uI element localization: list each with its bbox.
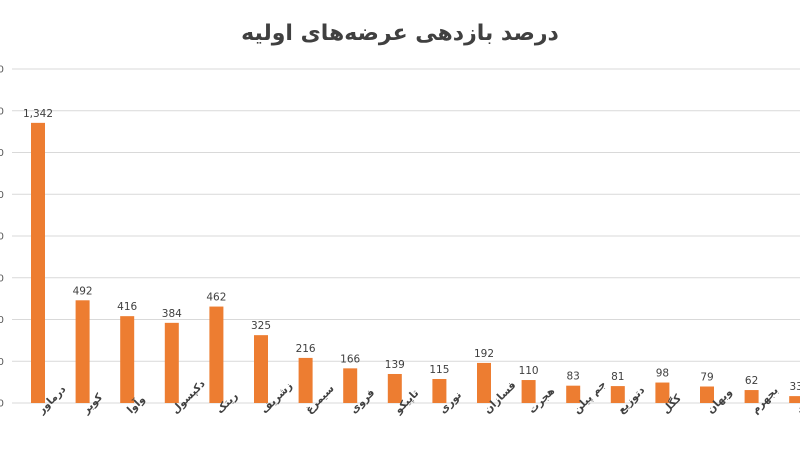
data-label: 416: [117, 301, 137, 313]
bar: [744, 390, 759, 403]
bar: [655, 382, 670, 403]
bar: [610, 386, 625, 403]
category-labels: درماور کویر وآوا دکپسول ریتک زشریف سیمرغ فروی تا…: [35, 377, 800, 416]
data-label: 325: [251, 320, 271, 332]
data-label: 62: [745, 375, 758, 387]
bar: [254, 335, 268, 403]
bar: [209, 306, 224, 403]
bar: [700, 386, 714, 403]
y-tick-label: 600: [0, 273, 4, 284]
y-tick-label: 400: [0, 315, 4, 326]
data-label: 115: [429, 364, 449, 376]
data-label: 492: [73, 285, 93, 297]
data-label: 192: [474, 348, 494, 360]
bars: [31, 122, 800, 404]
data-label: 110: [519, 365, 539, 377]
data-label: 98: [656, 368, 669, 380]
data-label: 166: [340, 353, 360, 365]
y-tick-label: 1000: [0, 190, 4, 201]
y-tick-label: 1600: [0, 65, 4, 76]
bar: [387, 373, 402, 403]
data-label: 81: [611, 371, 624, 383]
y-tick-label: 1200: [0, 148, 4, 159]
data-label: 79: [700, 372, 713, 384]
data-label: 1,342: [23, 108, 53, 120]
y-axis-ticks: 0 200 400 600 800 1000 1200 1400 1600: [0, 65, 4, 410]
bar: [521, 380, 536, 403]
chart-title: درصد بازدهی عرضه‌های اولیه: [241, 21, 559, 46]
gridlines: [12, 68, 800, 404]
data-label: 216: [296, 343, 316, 355]
bar: [298, 357, 313, 403]
data-label: 139: [385, 359, 405, 371]
y-tick-label: 200: [0, 357, 4, 368]
y-tick-label: 1400: [0, 106, 4, 117]
bar: [343, 368, 358, 403]
y-tick-label: 0: [0, 399, 4, 410]
bar: [75, 300, 90, 403]
bar: [566, 385, 581, 403]
bar: [120, 316, 135, 403]
data-labels: 1,342 492 416 384 462 325 216 166 139 115 192 110 83…: [23, 108, 800, 393]
bar: [477, 362, 491, 403]
data-label: 33: [790, 381, 800, 393]
data-label: 384: [162, 308, 182, 320]
bar: [432, 378, 447, 403]
category-label: قرن: [794, 392, 800, 416]
data-label: 83: [567, 371, 580, 383]
bar: [164, 322, 179, 403]
bar: [31, 122, 45, 404]
data-label: 462: [206, 292, 226, 304]
y-tick-label: 800: [0, 232, 4, 243]
bar: [789, 396, 800, 403]
